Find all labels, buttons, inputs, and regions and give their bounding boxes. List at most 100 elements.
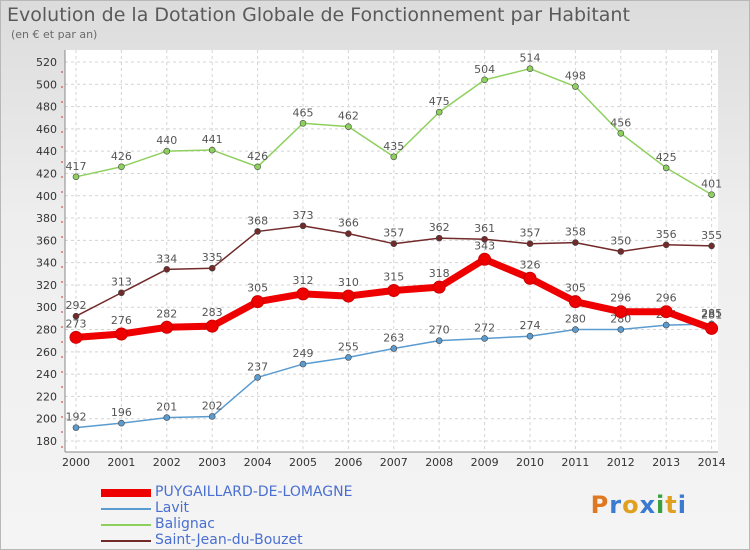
data-label-saint-jean-du-bouzet: 313 xyxy=(111,276,132,289)
data-label-puygaillard-de-lomagne: 310 xyxy=(338,276,359,289)
legend-item-lavit: Lavit xyxy=(101,500,431,517)
data-point-lavit xyxy=(72,424,80,431)
data-point-saint-jean-du-bouzet xyxy=(662,241,670,249)
data-point-lavit xyxy=(435,337,443,344)
data-point-saint-jean-du-bouzet xyxy=(72,312,80,320)
data-label-balignac: 462 xyxy=(338,110,359,123)
data-label-balignac: 441 xyxy=(202,133,223,146)
x-tick-label: 2010 xyxy=(516,456,544,469)
y-tick-label: 480 xyxy=(36,101,57,114)
data-point-saint-jean-du-bouzet xyxy=(118,289,125,297)
y-tick-label: 440 xyxy=(36,145,57,158)
x-tick-label: 2006 xyxy=(334,456,362,469)
y-tick-label: 460 xyxy=(36,123,57,136)
x-tick-label: 2014 xyxy=(698,456,726,469)
data-label-saint-jean-du-bouzet: 335 xyxy=(202,251,223,264)
y-tick-label: 200 xyxy=(36,413,57,426)
data-point-lavit xyxy=(208,413,216,420)
data-label-puygaillard-de-lomagne: 273 xyxy=(66,317,87,330)
data-point-puygaillard-de-lomagne xyxy=(160,320,174,334)
chart-title: Evolution de la Dotation Globale de Fonc… xyxy=(7,4,630,26)
data-label-puygaillard-de-lomagne: 296 xyxy=(656,292,677,305)
x-tick-label: 2003 xyxy=(198,456,226,469)
data-label-lavit: 202 xyxy=(202,399,223,412)
data-point-balignac xyxy=(345,123,352,130)
x-tick-label: 2009 xyxy=(471,456,499,469)
data-point-puygaillard-de-lomagne xyxy=(114,327,128,341)
y-tick-label: 260 xyxy=(36,346,57,359)
data-label-saint-jean-du-bouzet: 357 xyxy=(383,227,404,240)
logo-letter: o xyxy=(622,491,640,519)
logo-letter: x xyxy=(639,491,657,519)
data-point-saint-jean-du-bouzet xyxy=(526,240,534,247)
data-point-balignac xyxy=(390,153,398,161)
data-label-puygaillard-de-lomagne: 296 xyxy=(610,292,631,305)
data-point-saint-jean-du-bouzet xyxy=(299,222,307,230)
data-label-lavit: 285 xyxy=(701,307,722,320)
data-point-balignac xyxy=(708,191,715,198)
data-label-balignac: 440 xyxy=(156,134,177,147)
legend-label: Saint-Jean-du-Bouzet xyxy=(155,532,303,548)
data-point-lavit xyxy=(118,419,125,427)
data-point-saint-jean-du-bouzet xyxy=(572,239,579,246)
data-point-saint-jean-du-bouzet xyxy=(481,235,488,243)
data-label-balignac: 425 xyxy=(656,151,677,164)
logo-letter: i xyxy=(677,491,687,519)
data-point-lavit xyxy=(662,321,670,329)
proxiti-logo: Proxiti xyxy=(591,491,687,519)
y-tick-label: 240 xyxy=(36,368,57,381)
legend-swatch xyxy=(101,508,151,510)
logo-letter: t xyxy=(665,491,678,519)
data-point-saint-jean-du-bouzet xyxy=(617,248,625,255)
legend-swatch xyxy=(101,524,151,526)
data-point-balignac xyxy=(163,147,171,155)
data-point-lavit xyxy=(163,414,171,421)
data-label-saint-jean-du-bouzet: 355 xyxy=(701,229,722,242)
data-point-puygaillard-de-lomagne xyxy=(659,305,673,319)
data-point-puygaillard-de-lomagne xyxy=(705,321,719,335)
y-tick-label: 500 xyxy=(36,78,57,91)
x-tick-label: 2013 xyxy=(652,456,680,469)
data-point-lavit xyxy=(572,326,579,333)
data-label-puygaillard-de-lomagne: 282 xyxy=(156,307,177,320)
data-point-balignac xyxy=(481,76,488,84)
data-point-balignac xyxy=(572,83,579,90)
data-point-saint-jean-du-bouzet xyxy=(390,240,398,247)
data-point-saint-jean-du-bouzet xyxy=(254,228,261,235)
legend-item-saint-jean-du-bouzet: Saint-Jean-du-Bouzet xyxy=(101,532,431,549)
data-label-puygaillard-de-lomagne: 318 xyxy=(429,267,450,280)
data-point-balignac xyxy=(254,163,261,171)
data-label-balignac: 475 xyxy=(429,95,450,108)
legend-swatch xyxy=(101,489,151,497)
logo-letter: i xyxy=(656,491,666,519)
y-tick-label: 280 xyxy=(36,324,57,337)
legend-swatch xyxy=(101,540,151,542)
data-point-balignac xyxy=(118,163,125,171)
y-tick-label: 360 xyxy=(36,234,57,247)
data-point-puygaillard-de-lomagne xyxy=(614,305,628,319)
logo-letter: P xyxy=(590,491,610,519)
data-label-puygaillard-de-lomagne: 326 xyxy=(520,258,541,271)
data-label-saint-jean-du-bouzet: 366 xyxy=(338,217,359,230)
data-point-lavit xyxy=(345,354,352,361)
x-tick-label: 2004 xyxy=(244,456,272,469)
data-label-balignac: 504 xyxy=(474,63,495,76)
data-point-balignac xyxy=(299,120,307,127)
data-label-balignac: 514 xyxy=(520,52,541,65)
data-point-puygaillard-de-lomagne xyxy=(205,319,219,333)
data-label-saint-jean-du-bouzet: 373 xyxy=(293,209,314,222)
x-tick-label: 2008 xyxy=(425,456,453,469)
data-label-puygaillard-de-lomagne: 315 xyxy=(383,271,404,284)
data-point-balignac xyxy=(208,146,216,154)
data-point-lavit xyxy=(390,345,398,352)
legend: PUYGAILLARD-DE-LOMAGNE Lavit Balignac Saint… xyxy=(101,484,431,549)
y-tick-label: 400 xyxy=(36,190,57,203)
x-tick-label: 2007 xyxy=(380,456,408,469)
data-label-puygaillard-de-lomagne: 343 xyxy=(474,239,495,252)
data-label-balignac: 426 xyxy=(111,150,132,163)
legend-label: Balignac xyxy=(155,516,215,532)
y-tick-label: 180 xyxy=(36,435,57,448)
y-tick-label: 340 xyxy=(36,257,57,270)
data-label-lavit: 196 xyxy=(111,406,132,419)
